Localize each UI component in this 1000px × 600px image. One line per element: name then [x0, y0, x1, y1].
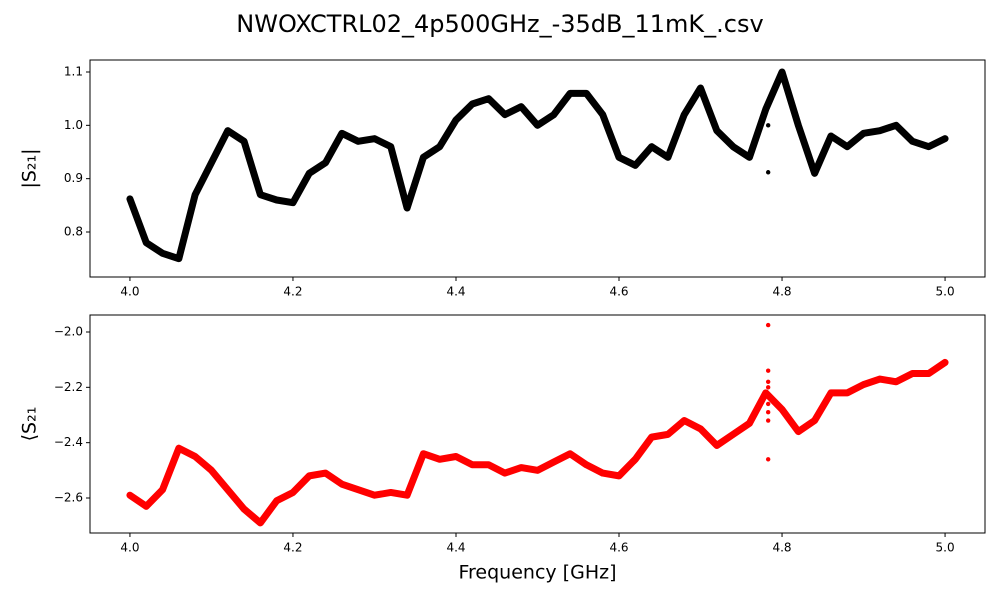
data-point: [765, 379, 771, 384]
axes-frame: [89, 314, 986, 534]
data-point: [765, 170, 771, 175]
subplot: 4.0 4.2 4.4 4.6 4.8 5.0 −2.6 −2.4 −2.2 −2.0 ⟨S₂₁ Fr…: [19, 314, 986, 584]
data-point: [765, 418, 771, 423]
x-tick-label: 5.0: [936, 285, 955, 299]
subplot: 4.0 4.2 4.4 4.6 4.8 5.0 0.8 0.9 1.0 1.1 |S₂₁|: [19, 59, 986, 299]
y-axis-label: |S₂₁|: [19, 148, 41, 188]
data-point: [765, 410, 771, 415]
x-tick-label: 4.8: [772, 285, 791, 299]
y-tick-label: 0.9: [64, 171, 83, 185]
y-axis-label: ⟨S₂₁: [19, 407, 41, 442]
x-tick-label: 4.0: [120, 285, 139, 299]
data-point: [765, 457, 771, 462]
y-tick-label: 0.8: [64, 224, 83, 238]
data-point: [765, 368, 771, 373]
data-point: [765, 385, 771, 390]
data-line: [126, 358, 949, 527]
x-tick-label: 4.2: [283, 541, 302, 555]
data-point: [765, 322, 771, 328]
x-axis-label: Frequency [GHz]: [458, 562, 616, 584]
axes-frame: [89, 59, 986, 278]
data-point: [765, 123, 771, 128]
x-tick-label: 4.2: [283, 285, 302, 299]
x-tick-label: 4.6: [609, 541, 628, 555]
x-tick-label: 4.8: [772, 541, 791, 555]
x-tick-label: 4.4: [446, 285, 465, 299]
y-tick-label: −2.6: [54, 490, 83, 504]
x-tick-label: 5.0: [936, 541, 955, 555]
data-line: [126, 68, 949, 263]
y-tick-label: −2.4: [54, 435, 83, 449]
y-tick-label: −2.0: [54, 324, 83, 338]
y-tick-label: 1.0: [64, 118, 83, 132]
x-tick-label: 4.0: [120, 541, 139, 555]
y-tick-label: −2.2: [54, 380, 83, 394]
y-tick-label: 1.1: [64, 64, 83, 78]
x-tick-label: 4.6: [609, 285, 628, 299]
x-tick-label: 4.4: [446, 541, 465, 555]
figure-title: NWOXCTRL02_4p500GHz_-35dB_11mK_.csv: [236, 10, 763, 38]
data-point: [765, 401, 771, 407]
